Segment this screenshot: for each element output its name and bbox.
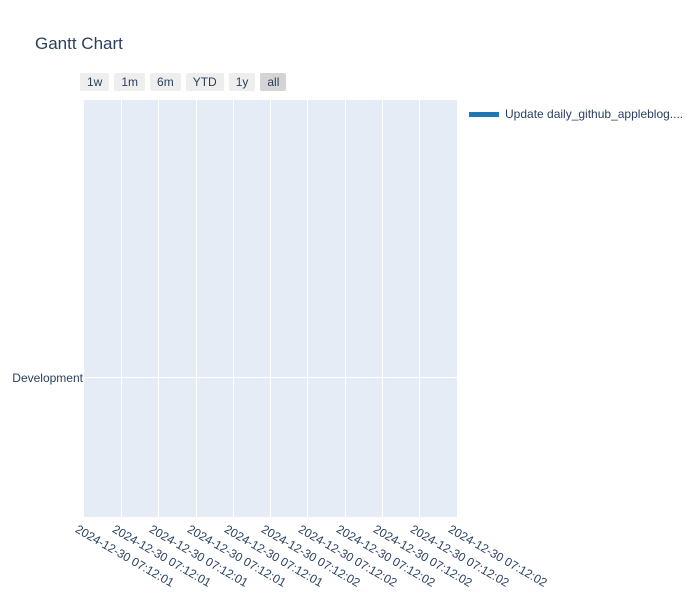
legend-item[interactable]: Update daily_github_appleblog.... <box>469 107 683 121</box>
gridline <box>158 100 159 517</box>
range-selector: 1w 1m 6m YTD 1y all <box>80 73 287 91</box>
range-6m-button[interactable]: 6m <box>150 73 181 91</box>
range-all-button[interactable]: all <box>260 73 287 91</box>
y-tick-label: Development <box>12 371 83 385</box>
gridline <box>345 100 346 517</box>
gridline <box>307 100 308 517</box>
gridline <box>196 100 197 517</box>
gridline <box>84 377 457 378</box>
legend-swatch-icon <box>469 111 499 117</box>
range-1w-button[interactable]: 1w <box>80 73 110 91</box>
chart-title: Gantt Chart <box>35 34 123 53</box>
range-ytd-button[interactable]: YTD <box>185 73 224 91</box>
gridline <box>233 100 234 517</box>
range-1y-button[interactable]: 1y <box>228 73 256 91</box>
gridline <box>121 100 122 517</box>
legend-label: Update daily_github_appleblog.... <box>505 107 684 121</box>
gridline <box>419 100 420 517</box>
range-1m-button[interactable]: 1m <box>114 73 146 91</box>
gridline <box>270 100 271 517</box>
plot-area[interactable] <box>84 100 457 517</box>
gridline <box>382 100 383 517</box>
